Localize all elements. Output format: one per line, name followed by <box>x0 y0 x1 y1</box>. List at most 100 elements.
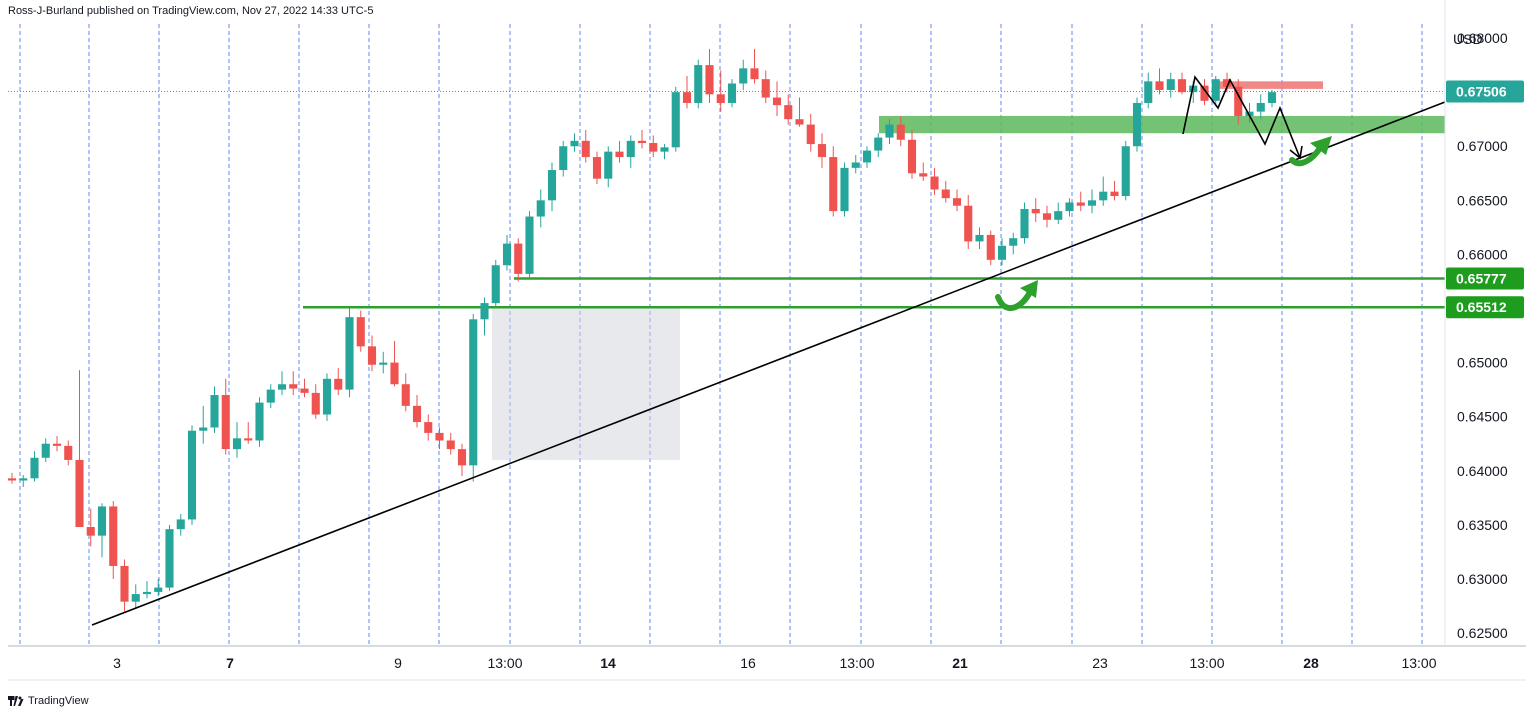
candle-body <box>390 362 399 385</box>
candle-body <box>446 440 455 450</box>
candle-body <box>964 205 973 242</box>
price-tick-label: 0.63000 <box>1457 571 1508 587</box>
candle-body <box>334 378 343 390</box>
bounce-arrow <box>995 289 1033 311</box>
time-tick-label: 7 <box>226 655 234 671</box>
time-tick-label: 28 <box>1303 655 1319 671</box>
candle-body <box>1042 213 1052 220</box>
candle-body <box>637 140 647 143</box>
level-price-label: 0.65777 <box>1456 271 1507 287</box>
candle-body <box>592 157 602 179</box>
candle-body <box>480 303 489 320</box>
price-tick-label: 0.63500 <box>1457 517 1508 533</box>
candle-body <box>199 427 208 431</box>
time-tick-label: 14 <box>600 655 616 671</box>
candle-body <box>345 317 354 390</box>
candle-body <box>581 140 590 158</box>
price-tick-label: 0.62500 <box>1457 625 1508 641</box>
time-tick-label: 21 <box>952 655 968 671</box>
candle-body <box>997 245 1007 260</box>
uptrend-line <box>91 101 1446 626</box>
candle-body <box>1245 111 1254 116</box>
candle-body <box>1031 208 1040 214</box>
shaded-range-box <box>492 307 680 460</box>
time-tick-label: 16 <box>740 655 756 671</box>
horizontal-levels <box>303 277 1445 309</box>
candle-body <box>795 119 804 125</box>
support-zone <box>879 115 1445 134</box>
candle-body <box>716 94 725 103</box>
candle-body <box>322 378 332 415</box>
candle-body <box>64 445 73 460</box>
price-tick-label: 0.66500 <box>1457 192 1508 208</box>
candle-body <box>1009 238 1018 246</box>
candle-body <box>52 443 62 446</box>
candle-body <box>952 198 962 206</box>
candle-body <box>536 200 545 217</box>
price-tick-label: 0.64000 <box>1457 463 1508 479</box>
price-tick-label: 0.68000 <box>1457 30 1508 46</box>
candle-body <box>885 124 894 138</box>
candle-body <box>1166 79 1175 90</box>
candle-body <box>502 243 512 266</box>
price-tick-label: 0.65000 <box>1457 355 1508 371</box>
candle-body <box>131 594 140 602</box>
candle-body <box>840 167 849 212</box>
chart-attribution: Ross-J-Burland published on TradingView.… <box>8 5 374 17</box>
candle-body <box>1177 79 1187 93</box>
candle-body <box>941 189 950 199</box>
time-tick-label: 23 <box>1092 655 1108 671</box>
time-tick-label: 9 <box>394 655 402 671</box>
candle-body <box>604 151 613 179</box>
candle-body <box>1020 208 1029 239</box>
candle-body <box>491 265 500 304</box>
candle-body <box>1065 202 1074 212</box>
price-tick-label: 0.66000 <box>1457 246 1508 262</box>
candle-body <box>750 68 759 80</box>
candle-body <box>772 97 782 106</box>
candle-body <box>210 395 219 428</box>
candle-body <box>7 478 17 481</box>
candle-body <box>660 147 669 152</box>
candle-body <box>469 319 478 466</box>
candle-body <box>187 430 197 520</box>
candle-body <box>401 384 410 406</box>
candle-body <box>1087 200 1097 206</box>
time-axis[interactable]: 3 7 9 13:00 14 16 13:00 21 23 13:00 28 13:00 <box>113 655 1437 671</box>
candle-body <box>1200 85 1209 101</box>
time-tick-label: 13:00 <box>1189 655 1224 671</box>
candle-body <box>649 142 658 152</box>
candle-body <box>930 176 939 190</box>
candle-body <box>851 162 860 168</box>
candle-body <box>120 565 129 602</box>
candle-body <box>75 459 84 528</box>
candle-body <box>424 422 433 433</box>
candle-body <box>1121 146 1130 196</box>
candle-body <box>784 105 793 120</box>
candle-body <box>694 65 703 103</box>
candle-body <box>1054 211 1063 220</box>
footer-brand: TradingView <box>8 694 89 708</box>
candle-body <box>1222 79 1232 87</box>
candle-body <box>1144 81 1153 103</box>
candle-body <box>1234 86 1243 116</box>
candle-body <box>907 139 917 174</box>
candle-body <box>300 388 309 393</box>
candle-body <box>97 506 107 536</box>
current-price-label: 0.67506 <box>1456 84 1507 100</box>
level-price-tag <box>1446 296 1524 319</box>
candle-body <box>761 79 770 98</box>
candle-body <box>615 151 624 158</box>
candle-body <box>817 144 827 158</box>
candle-body <box>142 591 152 595</box>
price-axis-currency: USD <box>1453 31 1483 47</box>
candle-body <box>874 137 883 151</box>
time-tick-label: 13:00 <box>487 655 522 671</box>
candle-body <box>176 519 185 530</box>
candle-body <box>1099 191 1108 201</box>
candle-body <box>379 362 388 365</box>
candle-body <box>41 443 50 458</box>
candle-body <box>896 124 905 140</box>
